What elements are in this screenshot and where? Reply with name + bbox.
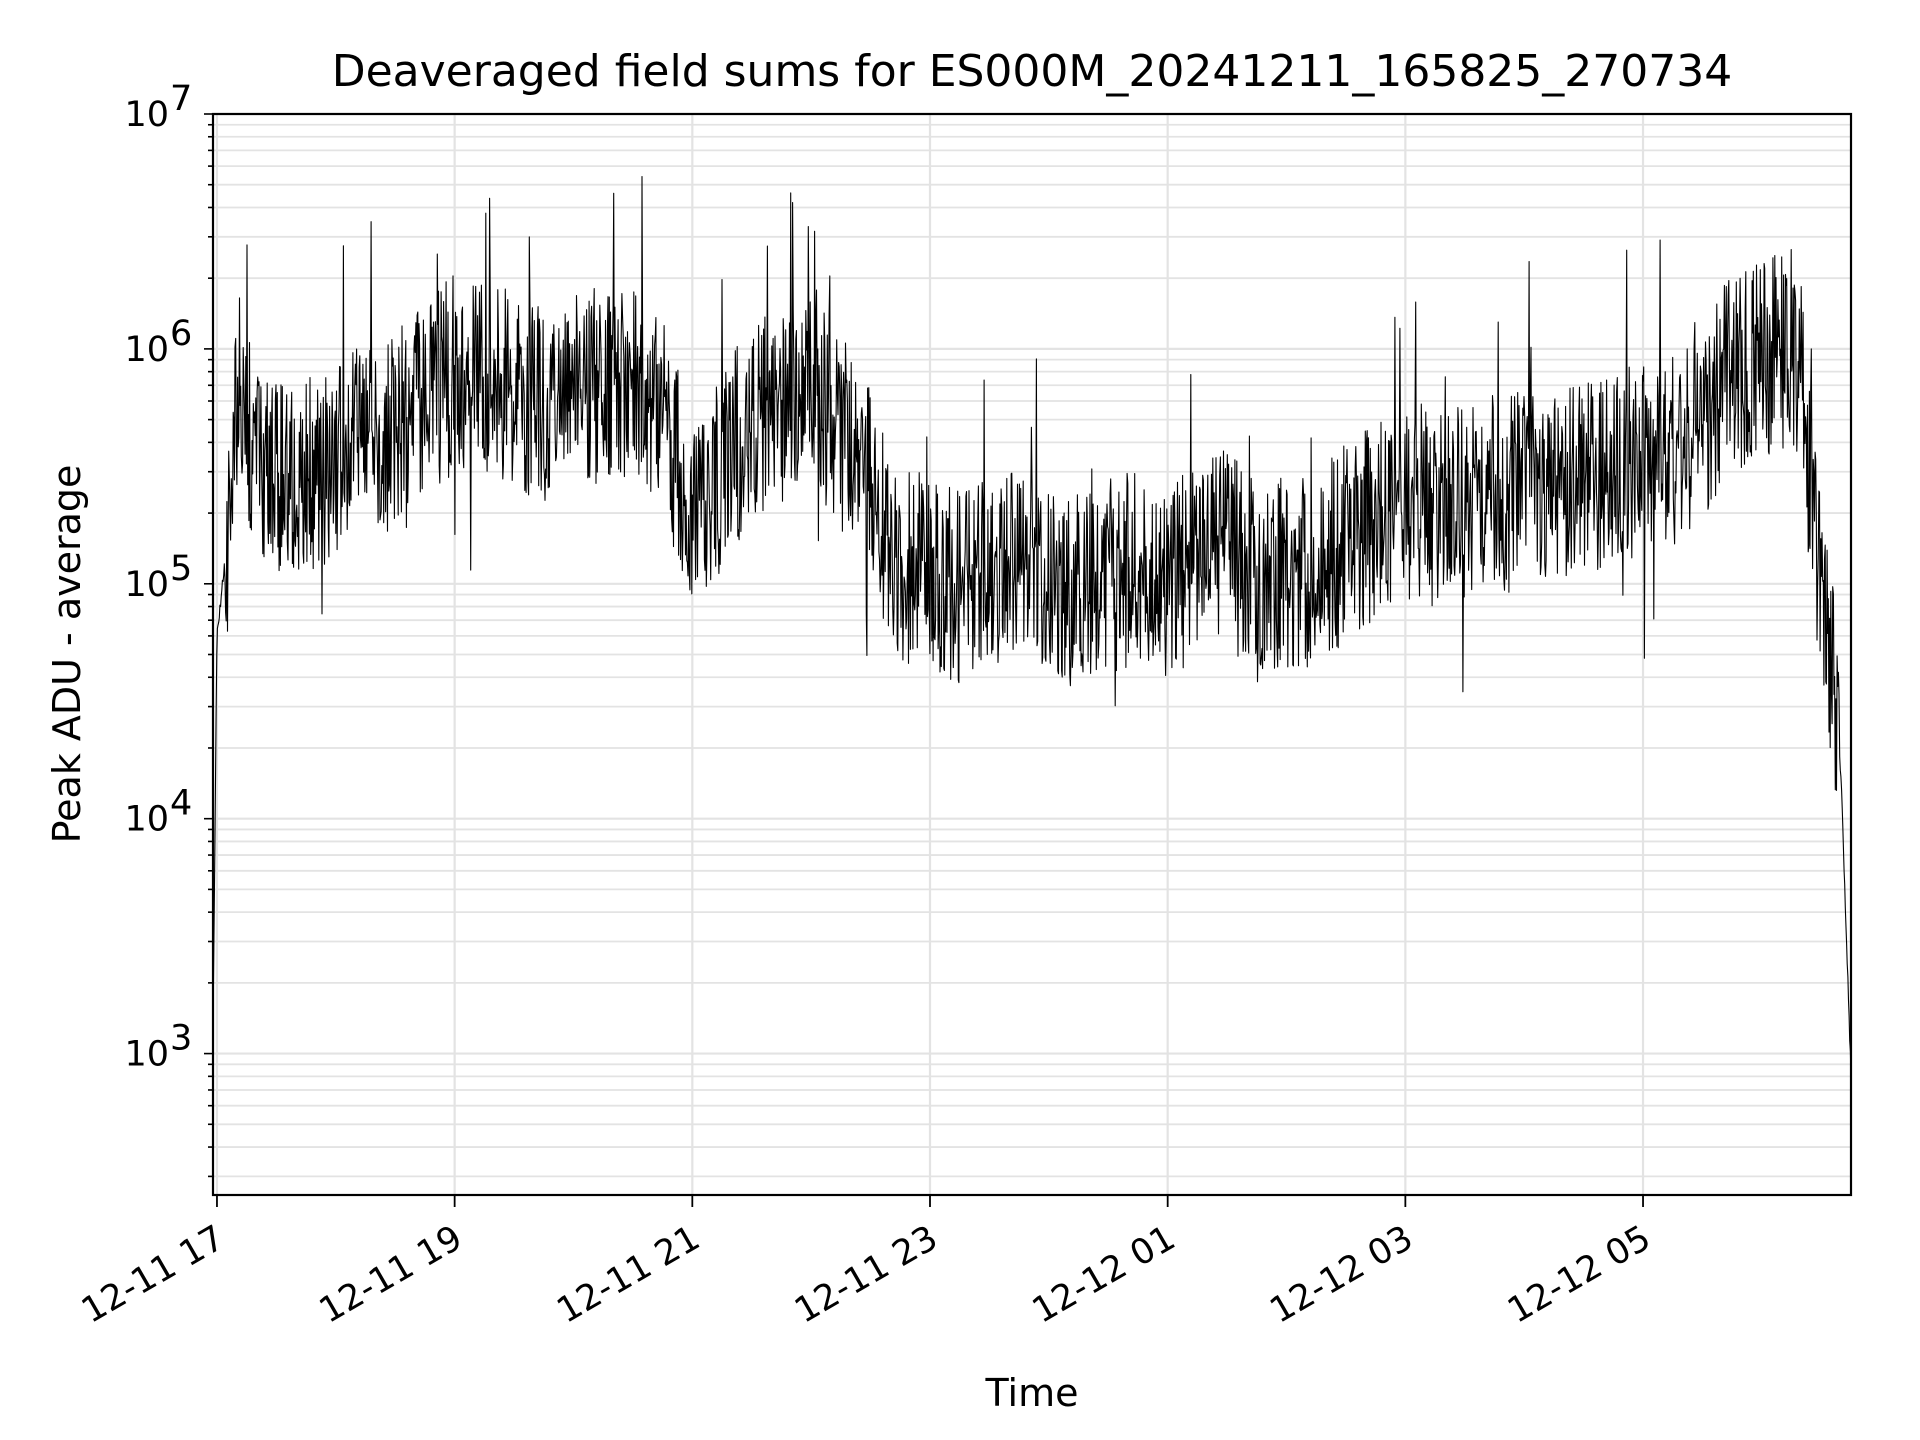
grid-layer [213,112,1851,1195]
y-tick-exponent: 7 [170,79,192,119]
x-tick-label: 12-12 01 [1026,1218,1182,1331]
y-tick-base: 10 [124,330,169,370]
y-axis-title: Peak ADU - average [45,465,89,844]
y-tick-exponent: 5 [170,549,192,589]
y-tick-exponent: 3 [170,1019,192,1059]
y-tick-base: 10 [124,800,169,840]
y-tick-exponent: 6 [170,314,192,354]
x-tick-label: 12-11 17 [75,1218,231,1331]
y-tick-base: 10 [124,1035,169,1075]
y-tick-exponent: 4 [170,784,192,824]
x-tick-label: 12-11 21 [551,1218,707,1331]
y-tick-label: 10 [124,1035,169,1075]
x-tick-label: 12-12 03 [1264,1218,1420,1331]
y-tick-label: 10 [124,330,169,370]
y-tick-label: 10 [124,800,169,840]
x-axis-title: Time [985,1371,1079,1415]
y-tick-base: 10 [124,565,169,605]
y-tick-label: 10 [124,95,169,135]
chart-title: Deaveraged field sums for ES000M_2024121… [332,46,1733,97]
x-tick-label: 12-12 05 [1501,1218,1657,1331]
series-layer [212,176,1852,1082]
x-tick-label: 12-11 19 [313,1218,469,1331]
y-tick-base: 10 [124,95,169,135]
y-tick-label: 10 [124,565,169,605]
series-line [212,176,1852,1082]
x-tick-label: 12-11 23 [788,1218,944,1331]
